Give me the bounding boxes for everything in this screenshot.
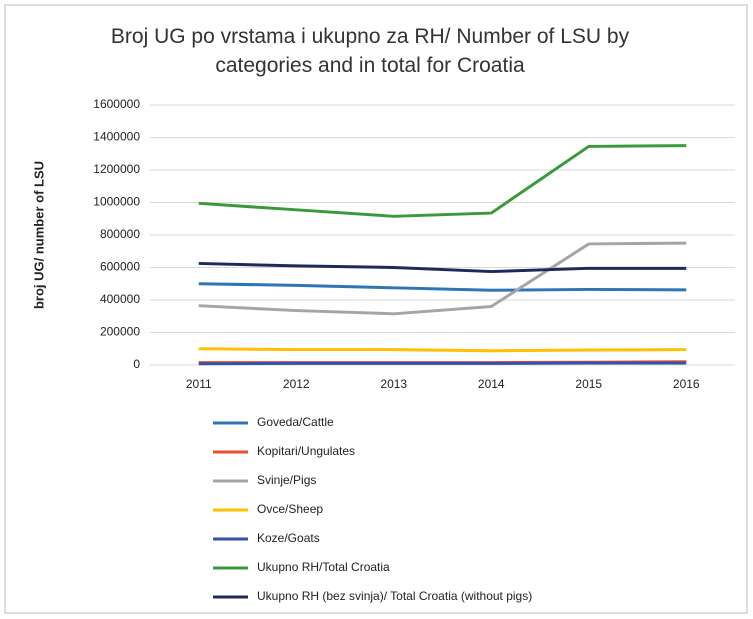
series-line [198,144,687,218]
legend-label: Koze/Goats [257,531,320,545]
x-tick-label: 2015 [575,377,602,391]
y-tick-label: 800000 [100,227,140,241]
x-tick-label: 2012 [283,377,310,391]
x-tick-label: 2014 [478,377,505,391]
y-tick-label: 0 [133,357,140,371]
series-line [198,261,687,274]
legend-label: Goveda/Cattle [257,415,334,429]
series-line [198,361,687,366]
x-tick-label: 2013 [380,377,407,391]
y-tick-label: 1200000 [93,162,140,176]
series-line [198,282,687,292]
series-line [198,347,687,353]
y-axis-label: broj UG/ number of LSU [31,161,46,309]
chart-title: Broj UG po vrstama i ukupno za RH/ Numbe… [110,25,630,77]
series-line [198,241,687,316]
y-tick-label: 1600000 [93,97,140,111]
title-box: Broj UG po vrstama i ukupno za RH/ Numbe… [110,25,630,77]
y-tick-label: 200000 [100,325,140,339]
y-tick-label: 600000 [100,260,140,274]
legend-label: Ovce/Sheep [257,502,323,516]
y-tick-label: 1000000 [93,195,140,209]
legend-label: Ukupno RH (bez svinja)/ Total Croatia (w… [257,589,532,603]
y-tick-label: 1400000 [93,130,140,144]
chart-frame [4,4,748,614]
x-tick-label: 2016 [673,377,700,391]
legend-label: Kopitari/Ungulates [257,444,355,458]
legend-label: Ukupno RH/Total Croatia [257,560,390,574]
x-tick-label: 2011 [186,377,212,391]
y-tick-label: 400000 [100,292,140,306]
legend-label: Svinje/Pigs [257,473,316,487]
